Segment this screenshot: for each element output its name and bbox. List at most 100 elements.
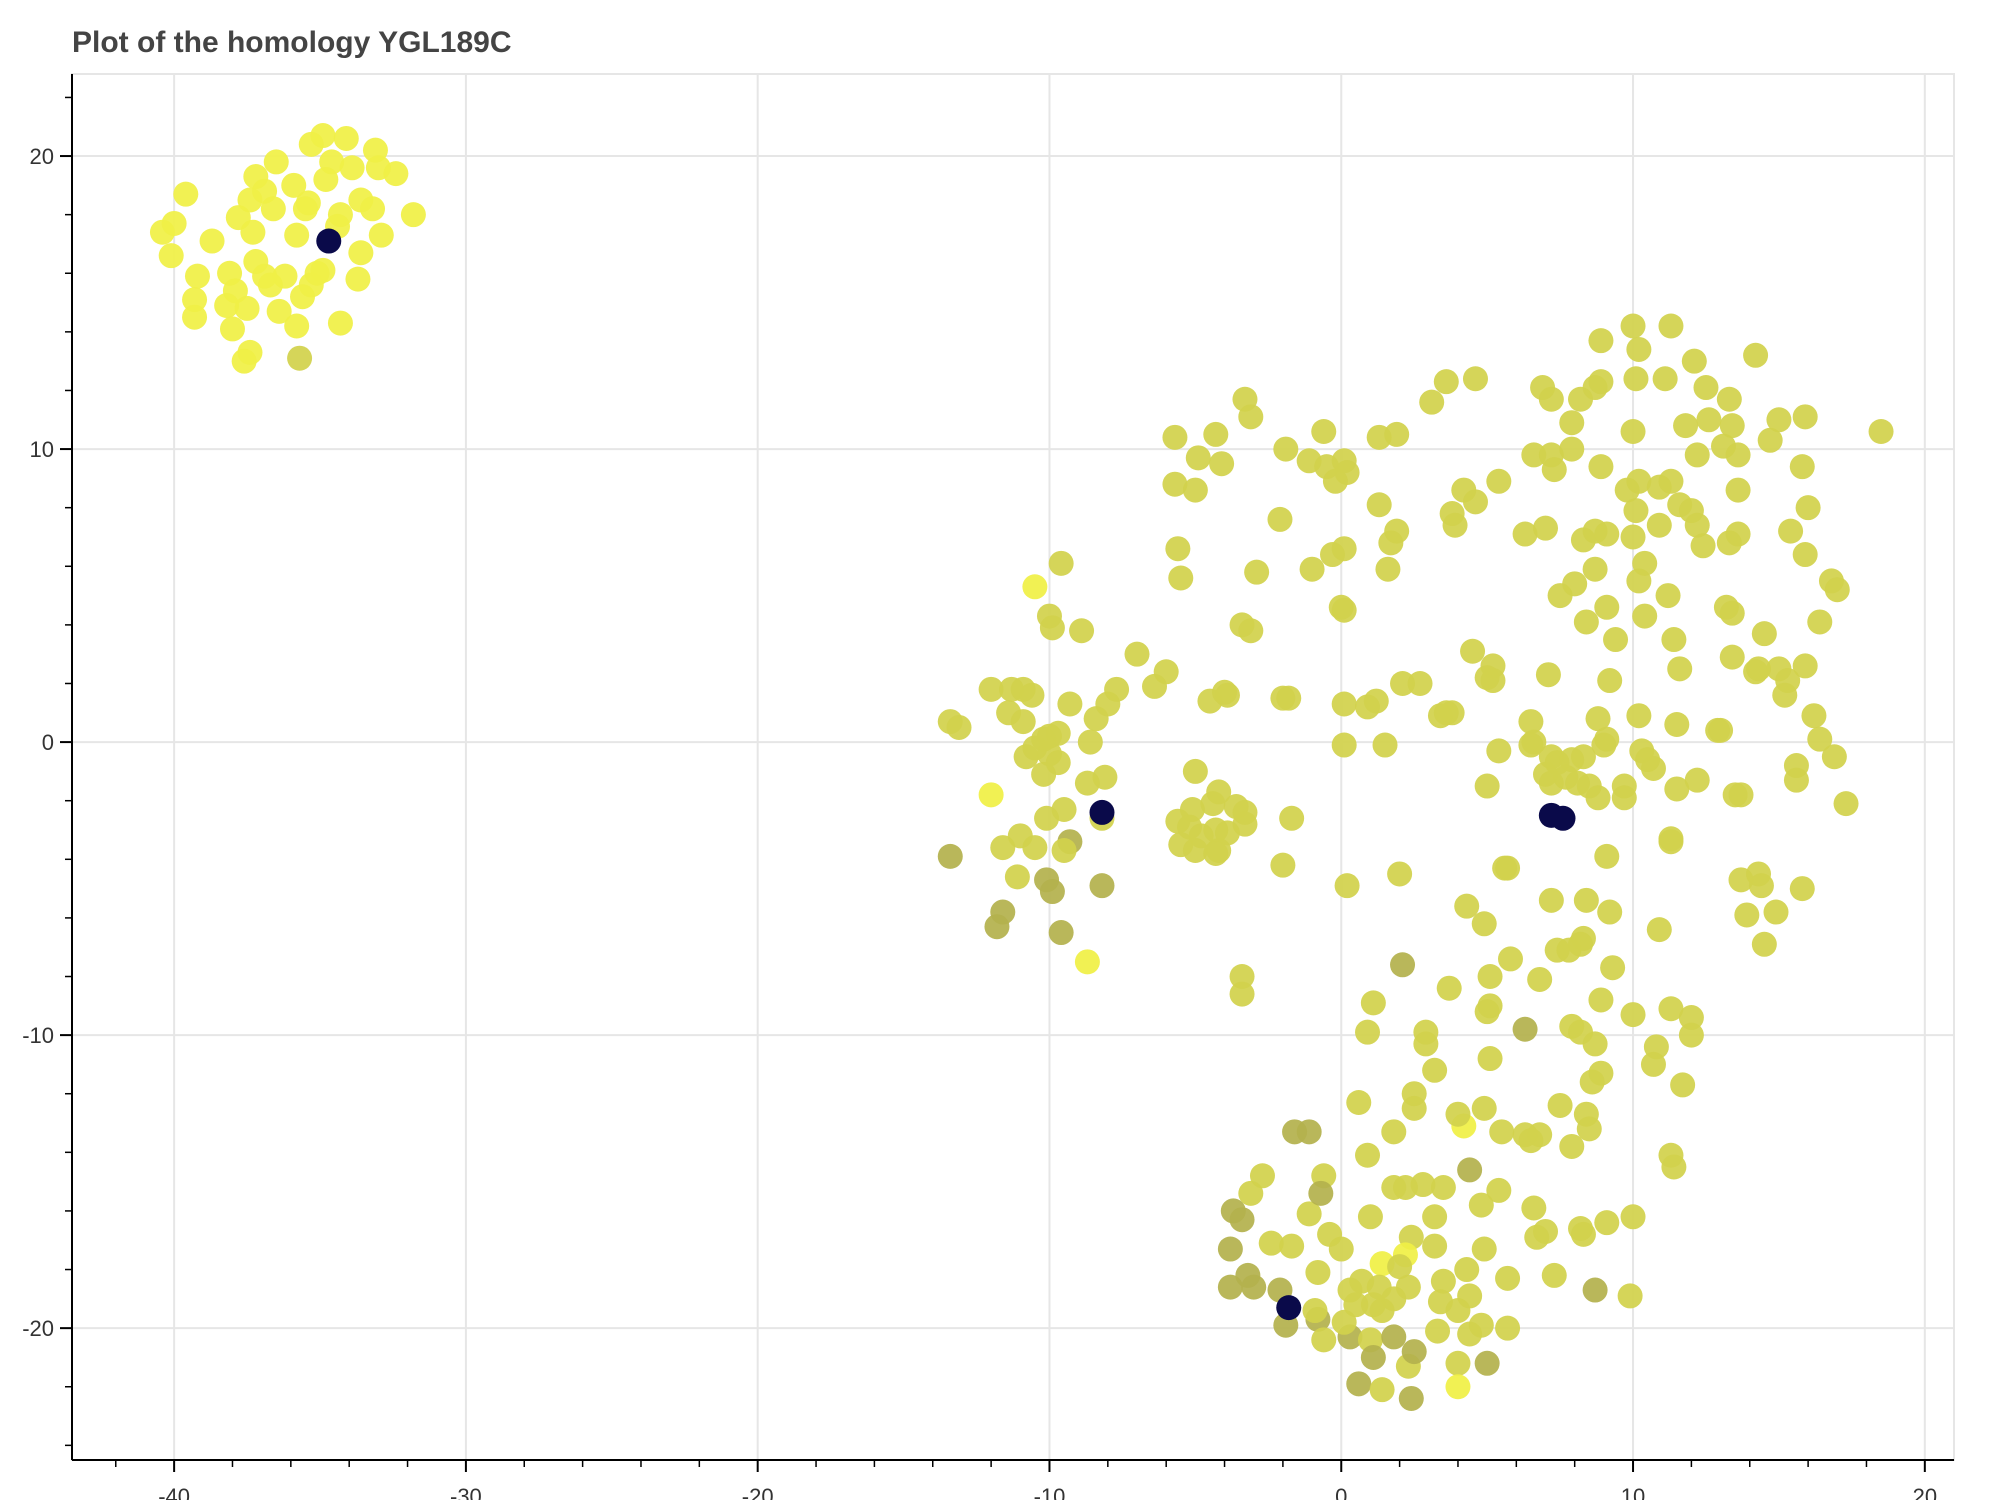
scatter-point — [1582, 556, 1608, 582]
scatter-point — [1185, 445, 1211, 471]
scatter-point — [1422, 1233, 1448, 1259]
scatter-point — [1783, 767, 1809, 793]
scatter-point — [1357, 1204, 1383, 1230]
scatter-point — [1039, 879, 1065, 905]
scatter-point — [1696, 407, 1722, 433]
scatter-point — [219, 316, 245, 342]
scatter-point — [1182, 477, 1208, 503]
scatter-point — [1142, 673, 1168, 699]
scatter-point — [1048, 920, 1074, 946]
scatter-point — [1270, 852, 1296, 878]
scatter-point — [1220, 1198, 1246, 1224]
scatter-point — [1331, 597, 1357, 623]
scatter-point — [1620, 1002, 1646, 1028]
scatter-point — [182, 287, 208, 313]
scatter-point — [237, 339, 263, 365]
scatter-point — [1279, 1233, 1305, 1259]
scatter-point — [1623, 366, 1649, 392]
scatter-point — [1617, 1283, 1643, 1309]
scatter-point — [1594, 726, 1620, 752]
scatter-point — [1518, 732, 1544, 758]
scatter-point — [1419, 389, 1445, 415]
scatter-point — [1678, 1005, 1704, 1031]
scatter-point — [1217, 1236, 1243, 1262]
scatter-point — [1559, 436, 1585, 462]
scatter-point — [1322, 468, 1348, 494]
scatter-point — [327, 310, 353, 336]
scatter-point — [1238, 404, 1264, 430]
scatter-point — [1626, 703, 1652, 729]
scatter-point — [1655, 583, 1681, 609]
scatter-point — [1480, 668, 1506, 694]
scatter-point — [1640, 1051, 1666, 1077]
scatter-point — [1725, 442, 1751, 468]
scatter-point — [1089, 873, 1115, 899]
scatter-point — [1527, 966, 1553, 992]
scatter-point — [1203, 840, 1229, 866]
scatter-point — [1282, 1119, 1308, 1145]
scatter-point — [1658, 313, 1684, 339]
scatter-point — [1244, 559, 1270, 585]
scatter-point — [1792, 542, 1818, 568]
scatter-point — [1013, 744, 1039, 770]
scatter-point — [1363, 688, 1389, 714]
scatter-point — [1708, 717, 1734, 743]
scatter-point — [365, 155, 391, 181]
scatter-point — [1241, 1274, 1267, 1300]
scatter-point — [1547, 1092, 1573, 1118]
scatter-point — [1512, 1016, 1538, 1042]
scatter-point — [1658, 996, 1684, 1022]
scatter-point — [1868, 418, 1894, 444]
scatter-point — [1124, 641, 1150, 667]
scatter-point — [1387, 861, 1413, 887]
scatter-point — [1792, 653, 1818, 679]
scatter-point — [360, 196, 386, 222]
scatter-point — [1778, 518, 1804, 544]
scatter-point — [1521, 1195, 1547, 1221]
scatter-point — [1168, 565, 1194, 591]
scatter-point — [1495, 1315, 1521, 1341]
scatter-point — [1331, 536, 1357, 562]
scatter-point — [1381, 1174, 1407, 1200]
scatter-point — [1719, 600, 1745, 626]
scatter-point — [1360, 990, 1386, 1016]
scatter-point — [1004, 864, 1030, 890]
scatter-point — [173, 181, 199, 207]
axes: -40 -30 -20 -10 0 10 20 -20 -10 0 10 20 — [22, 74, 1954, 1500]
scatter-point — [1585, 706, 1611, 732]
scatter-point — [1212, 679, 1238, 705]
grid-lines — [72, 74, 1954, 1460]
scatter-point — [1296, 1201, 1322, 1227]
scatter-point — [1547, 583, 1573, 609]
scatter-point — [1182, 758, 1208, 784]
scatter-point — [1626, 336, 1652, 362]
scatter-point — [1422, 1057, 1448, 1083]
scatter-point — [1477, 1046, 1503, 1072]
scatter-point — [1381, 1119, 1407, 1145]
scatter-point — [1728, 782, 1754, 808]
scatter-point — [1693, 375, 1719, 401]
scatter-point — [1051, 796, 1077, 822]
scatter-point — [1162, 471, 1188, 497]
scatter-point — [1684, 512, 1710, 538]
scatter-point — [1390, 670, 1416, 696]
scatter-point — [1725, 521, 1751, 547]
scatter-point — [310, 257, 336, 283]
scatter-point — [1486, 1177, 1512, 1203]
scatter-point — [1203, 421, 1229, 447]
scatter-point — [252, 263, 278, 289]
scatter-point — [1559, 410, 1585, 436]
scatter-point — [1390, 952, 1416, 978]
scatter-point — [199, 228, 225, 254]
scatter-point — [272, 263, 298, 289]
scatter-point — [1477, 964, 1503, 990]
scatter-point — [1661, 627, 1687, 653]
scatter-point — [348, 240, 374, 266]
scatter-point — [1492, 855, 1518, 881]
scatter-point — [1331, 1309, 1357, 1335]
scatter-point — [1661, 1154, 1687, 1180]
scatter-point — [1369, 1377, 1395, 1403]
scatter-point — [1010, 709, 1036, 735]
scatter-point — [161, 210, 187, 236]
scatter-point — [1658, 468, 1684, 494]
